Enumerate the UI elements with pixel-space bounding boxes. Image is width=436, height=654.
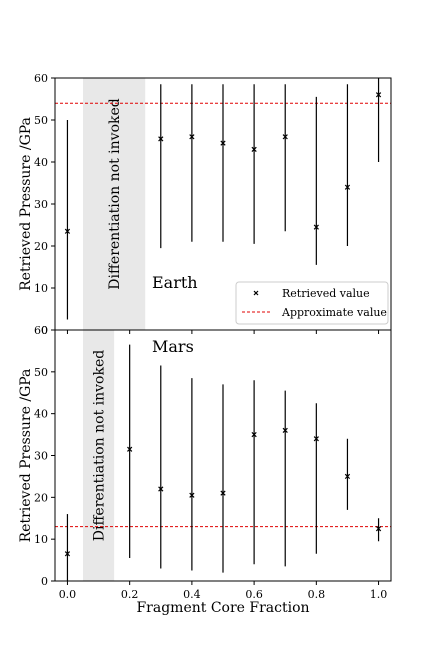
data-point-marker — [313, 436, 319, 442]
y-tick-label: 50 — [34, 366, 48, 379]
mars-differentiation-shaded-region — [83, 330, 115, 581]
y-tick-label: 30 — [34, 450, 48, 463]
data-point-marker — [189, 492, 195, 498]
earth-panel-label: Earth — [152, 273, 198, 292]
y-tick-label: 40 — [34, 408, 48, 421]
mars-y-axis-label: Retrieved Pressure /GPa — [18, 369, 34, 543]
legend-box — [235, 281, 389, 325]
legend-approximate-value-label: Approximate value — [281, 306, 387, 319]
mars-x-ticks: 0.0 0.2 0.4 0.6 0.8 1.0 — [59, 581, 388, 601]
x-tick-label: 0.6 — [245, 588, 263, 601]
earth-x-ticks — [66, 330, 380, 334]
data-point-marker — [282, 427, 288, 434]
earth-y-ticks: 0 10 20 30 40 50 60 — [34, 72, 55, 337]
mars-axes-frame — [54, 329, 392, 582]
x-tick-label: 1.0 — [370, 588, 388, 601]
y-tick-label: 10 — [34, 282, 48, 295]
earth-panel: Differentiation not invoked 0 10 20 30 40 50 6… — [18, 72, 392, 337]
data-point-marker — [375, 526, 382, 532]
data-point-marker — [282, 134, 288, 140]
data-point-marker — [158, 486, 164, 492]
y-tick-label: 10 — [34, 533, 48, 546]
earth-differentiation-shaded-region — [83, 78, 146, 330]
mars-y-ticks: 0 10 20 30 40 50 60 — [34, 324, 55, 588]
mars-panel: Differentiation not invoked 0 10 20 30 40 50 6… — [18, 324, 392, 616]
x-tick-label: 0.8 — [308, 588, 326, 601]
earth-data-marks — [64, 78, 382, 320]
data-point-marker — [158, 136, 164, 142]
y-tick-label: 0 — [41, 324, 48, 337]
y-tick-label: 0 — [41, 575, 48, 588]
x-tick-label: 0.2 — [121, 588, 139, 601]
mars-shaded-region-label: Differentiation not invoked — [92, 350, 108, 541]
x-tick-label: 0.0 — [59, 588, 77, 601]
mars-panel-label: Mars — [152, 337, 194, 356]
data-point-marker — [375, 92, 382, 98]
data-point-marker — [251, 146, 257, 153]
data-point-marker — [313, 224, 319, 230]
y-tick-label: 50 — [34, 114, 48, 127]
data-point-marker — [64, 551, 71, 557]
legend-retrieved-value-label: Retrieved value — [282, 287, 370, 300]
earth-shaded-region-label: Differentiation not invoked — [107, 98, 123, 289]
data-point-marker — [189, 134, 195, 140]
y-tick-label: 20 — [34, 240, 48, 253]
y-tick-label: 60 — [34, 324, 48, 337]
y-tick-label: 40 — [34, 156, 48, 169]
y-tick-label: 30 — [34, 198, 48, 211]
data-point-marker — [251, 431, 257, 438]
data-point-marker — [64, 228, 71, 234]
y-tick-label: 20 — [34, 491, 48, 504]
data-point-marker — [220, 140, 226, 146]
data-point-marker — [220, 490, 226, 496]
legend: Retrieved value Approximate value — [235, 281, 389, 325]
mars-data-marks — [64, 344, 382, 581]
x-axis-label: Fragment Core Fraction — [136, 600, 309, 616]
x-tick-label: 0.4 — [183, 588, 201, 601]
data-point-marker — [344, 473, 351, 480]
earth-y-axis-label: Retrieved Pressure /GPa — [18, 117, 34, 291]
y-tick-label: 60 — [34, 72, 48, 85]
legend-retrieved-value-marker — [253, 290, 259, 296]
data-point-marker — [127, 446, 133, 452]
data-point-marker — [344, 184, 351, 190]
